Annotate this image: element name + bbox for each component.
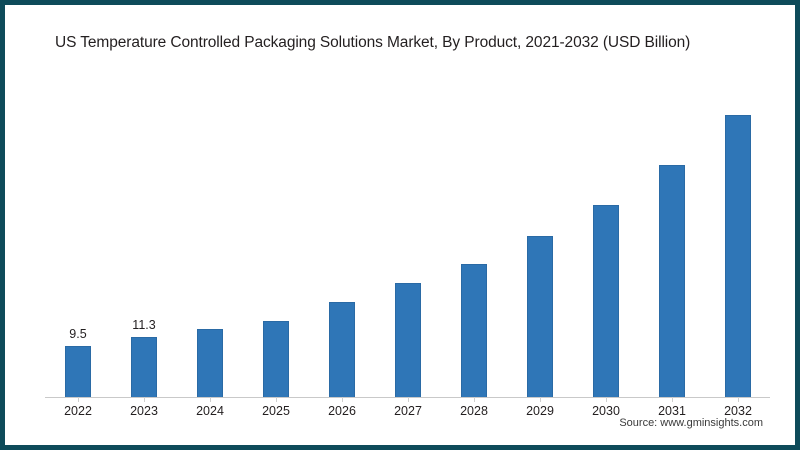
- bar-group[interactable]: [243, 85, 309, 398]
- bar-group[interactable]: [639, 85, 705, 398]
- bar[interactable]: [329, 302, 355, 398]
- x-axis-label: 2030: [592, 404, 620, 418]
- x-axis-label: 2023: [130, 404, 158, 418]
- bar-value-label: 9.5: [69, 327, 87, 341]
- bar[interactable]: [65, 346, 91, 398]
- x-axis-tick: [342, 397, 343, 402]
- bar[interactable]: [527, 236, 553, 398]
- chart-canvas: US Temperature Controlled Packaging Solu…: [5, 5, 795, 445]
- bar-group[interactable]: [441, 85, 507, 398]
- x-axis-label: 2026: [328, 404, 356, 418]
- x-axis-label: 2028: [460, 404, 488, 418]
- x-axis-tick: [276, 397, 277, 402]
- x-axis-tick: [540, 397, 541, 402]
- x-axis-label: 2025: [262, 404, 290, 418]
- bar[interactable]: [461, 264, 487, 398]
- x-axis-label: 2022: [64, 404, 92, 418]
- bar-group[interactable]: 9.5: [45, 85, 111, 398]
- bar-group[interactable]: [309, 85, 375, 398]
- bar[interactable]: [197, 329, 223, 398]
- bar-group[interactable]: [705, 85, 771, 398]
- bar-group[interactable]: 11.3: [111, 85, 177, 398]
- bar[interactable]: [659, 165, 685, 398]
- x-axis-label: 2031: [658, 404, 686, 418]
- x-axis-tick: [474, 397, 475, 402]
- bar-value-label: 11.3: [132, 318, 156, 332]
- bar[interactable]: [725, 115, 751, 398]
- x-axis-label: 2027: [394, 404, 422, 418]
- x-axis-tick: [408, 397, 409, 402]
- x-axis-tick: [606, 397, 607, 402]
- x-axis-tick: [738, 397, 739, 402]
- bar[interactable]: [593, 205, 619, 398]
- x-axis-tick: [210, 397, 211, 402]
- x-axis-tick: [144, 397, 145, 402]
- bar-group[interactable]: [375, 85, 441, 398]
- bar[interactable]: [263, 321, 289, 398]
- x-axis-line: [45, 397, 770, 398]
- source-note: Source: www.gminsights.com: [619, 417, 763, 429]
- chart-title: US Temperature Controlled Packaging Solu…: [55, 34, 691, 51]
- x-axis-label: 2029: [526, 404, 554, 418]
- plot-area: 9.5 11.3: [45, 85, 770, 398]
- bar-group[interactable]: [573, 85, 639, 398]
- x-axis-label: 2032: [724, 404, 752, 418]
- bar-group[interactable]: [507, 85, 573, 398]
- bar-group[interactable]: [177, 85, 243, 398]
- bar[interactable]: [131, 337, 157, 398]
- x-axis-tick: [672, 397, 673, 402]
- x-axis-tick: [78, 397, 79, 402]
- bar[interactable]: [395, 283, 421, 398]
- x-axis-label: 2024: [196, 404, 224, 418]
